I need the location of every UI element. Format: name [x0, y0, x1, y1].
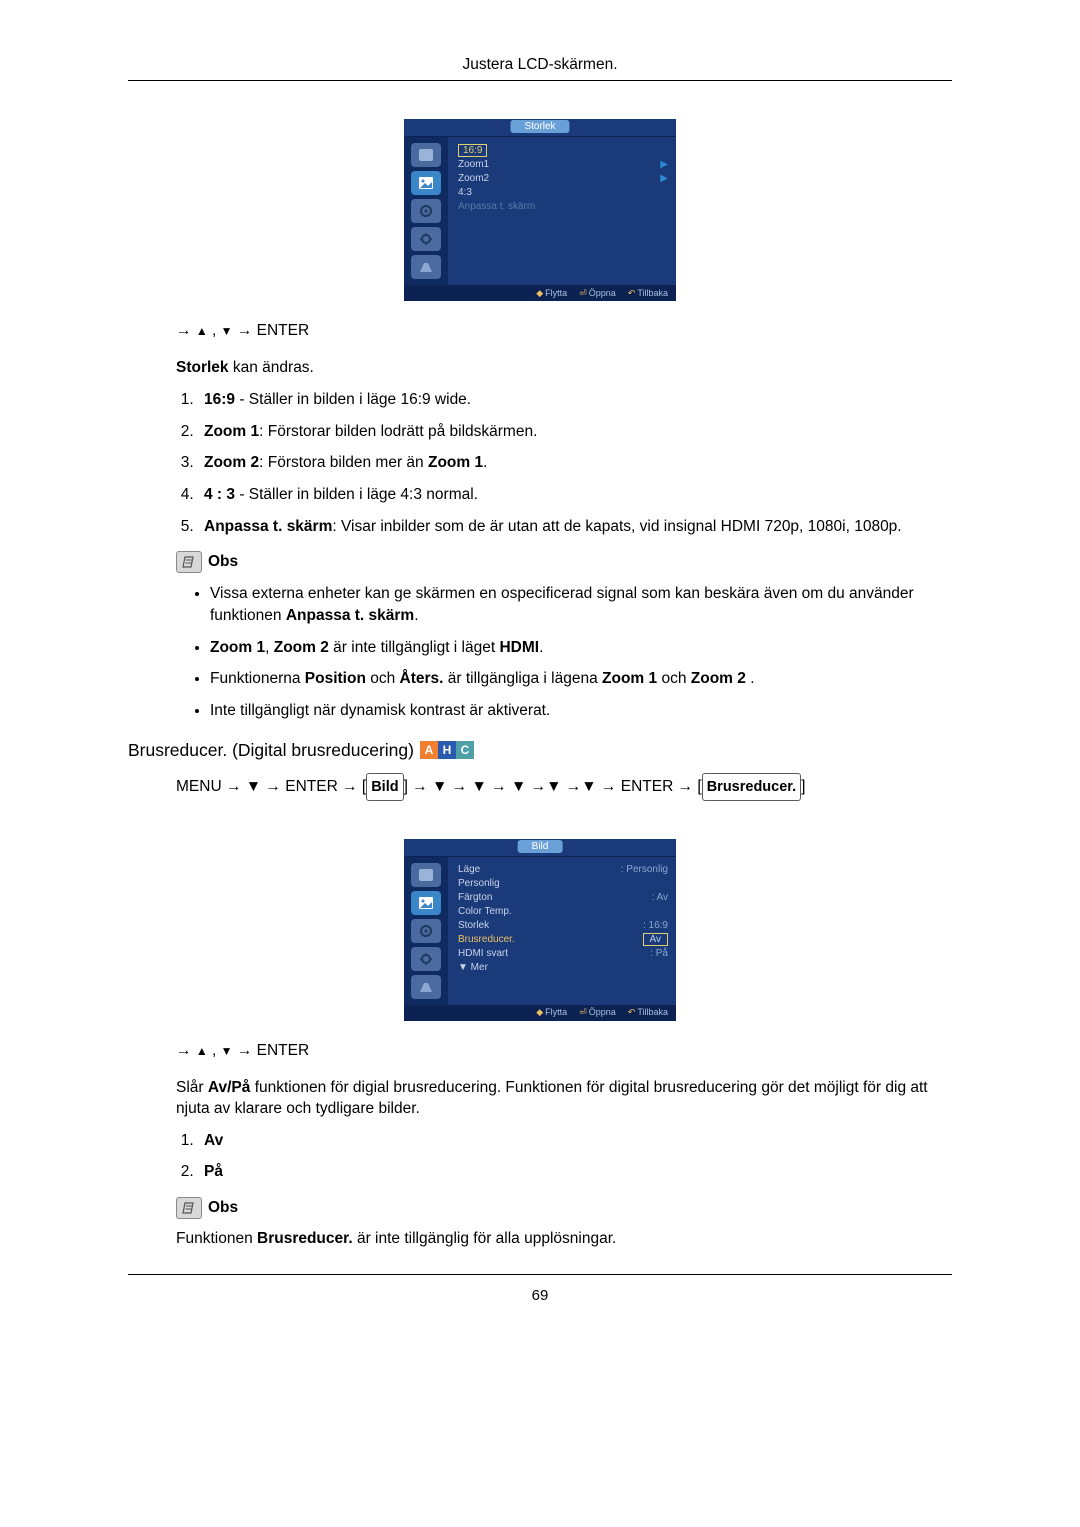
- menu-path: MENU → ▼ → ENTER → [Bild] → ▼ → ▼ → ▼ →▼…: [176, 773, 952, 801]
- osd-footer: ◆Flytta ⏎Öppna ↶Tillbaka: [404, 1005, 676, 1021]
- storlek-options-list: 16:9 - Ställer in bilden i läge 16:9 wid…: [198, 389, 952, 537]
- osd-title-bar: Bild: [404, 839, 676, 857]
- osd-sidebar: [404, 137, 448, 285]
- arrow-right-icon: ▶: [660, 173, 668, 184]
- list-item: Vissa externa enheter kan ge skärmen en …: [210, 583, 952, 626]
- list-item: På: [198, 1161, 952, 1183]
- osd-row: HDMI svart: På: [458, 947, 668, 961]
- list-item: Anpassa t. skärm: Visar inbilder som de …: [198, 516, 952, 538]
- osd-icon-sound: [411, 919, 441, 943]
- note-icon: [176, 551, 202, 573]
- osd-footer: ◆Flytta ⏎Öppna ↶Tillbaka: [404, 285, 676, 301]
- arrow-right-icon: ▶: [660, 159, 668, 170]
- storlek-intro: Storlek kan ändras.: [176, 358, 952, 379]
- badge-a: A: [420, 741, 438, 759]
- note-icon: [176, 1197, 202, 1219]
- osd-title-bar: Storlek: [404, 119, 676, 137]
- osd-icon-picture: [411, 143, 441, 167]
- badge-h: H: [438, 741, 456, 759]
- osd-icon-image: [411, 891, 441, 915]
- osd-row: Color Temp.: [458, 905, 668, 919]
- footer-rule: [128, 1274, 952, 1275]
- osd-row: Läge: Personlig: [458, 863, 668, 877]
- osd-item-zoom2: Zoom2▶: [458, 171, 668, 185]
- obs-heading-2: Obs: [176, 1197, 952, 1219]
- osd-icon-picture: [411, 863, 441, 887]
- nav-sequence-2: → ▲ , ▼ → ENTER: [176, 1041, 952, 1062]
- list-item: Funktionerna Position och Åters. är till…: [210, 668, 952, 690]
- osd-icon-setup: [411, 227, 441, 251]
- osd-item-zoom1: Zoom1▶: [458, 157, 668, 171]
- osd-row-more: ▼ Mer: [458, 961, 668, 975]
- nav-sequence-1: → ▲ , ▼ → ENTER: [176, 321, 952, 342]
- list-item: Av: [198, 1130, 952, 1152]
- page-number: 69: [128, 1287, 952, 1304]
- osd-title: Storlek: [510, 120, 569, 133]
- osd-icon-input: [411, 255, 441, 279]
- list-item: 4 : 3 - Ställer in bilden i läge 4:3 nor…: [198, 484, 952, 506]
- osd-screenshot-bild: Bild Läge: Personlig Personlig Färgton: …: [404, 839, 676, 1021]
- osd-menu-list: 16:9 Zoom1▶ Zoom2▶ 4:3 Anpassa t. skärm: [448, 137, 676, 285]
- osd-row-brusreducer: Brusreducer.Av: [458, 933, 668, 947]
- osd-item-16-9: 16:9: [458, 143, 668, 157]
- osd-title: Bild: [518, 840, 563, 853]
- brusreducer-description: Slår Av/På funktionen för digial brusred…: [176, 1078, 952, 1120]
- list-item: Inte tillgängligt när dynamisk kontrast …: [210, 700, 952, 722]
- list-item: Zoom 1: Förstorar bilden lodrätt på bild…: [198, 421, 952, 443]
- brusreducer-options-list: Av På: [198, 1130, 952, 1183]
- osd-row: Storlek: 16:9: [458, 919, 668, 933]
- osd-icon-sound: [411, 199, 441, 223]
- badge-c: C: [456, 741, 474, 759]
- mode-badges: A H C: [420, 741, 474, 759]
- list-item: Zoom 1, Zoom 2 är inte tillgängligt i lä…: [210, 637, 952, 659]
- osd-icon-image: [411, 171, 441, 195]
- osd-screenshot-storlek: Storlek 16:9 Zoom1▶ Zoom2▶ 4:3 Anpassa t…: [404, 119, 676, 301]
- section-heading-brusreducer: Brusreducer. (Digital brusreducering) A …: [128, 740, 952, 761]
- page-header: Justera LCD-skärmen.: [128, 56, 952, 74]
- osd-row: Personlig: [458, 877, 668, 891]
- osd-icon-setup: [411, 947, 441, 971]
- osd-icon-input: [411, 975, 441, 999]
- osd-item-4-3: 4:3: [458, 185, 668, 199]
- list-item: Zoom 2: Förstora bilden mer än Zoom 1.: [198, 452, 952, 474]
- osd-row: Färgton: Av: [458, 891, 668, 905]
- obs-bullets-1: Vissa externa enheter kan ge skärmen en …: [210, 583, 952, 721]
- osd-sidebar: [404, 857, 448, 1005]
- list-item: 16:9 - Ställer in bilden i läge 16:9 wid…: [198, 389, 952, 411]
- header-rule: [128, 80, 952, 81]
- obs-heading-1: Obs: [176, 551, 952, 573]
- final-note: Funktionen Brusreducer. är inte tillgäng…: [176, 1229, 952, 1250]
- osd-menu-list: Läge: Personlig Personlig Färgton: Av Co…: [448, 857, 676, 1005]
- osd-item-anpassa: Anpassa t. skärm: [458, 199, 668, 213]
